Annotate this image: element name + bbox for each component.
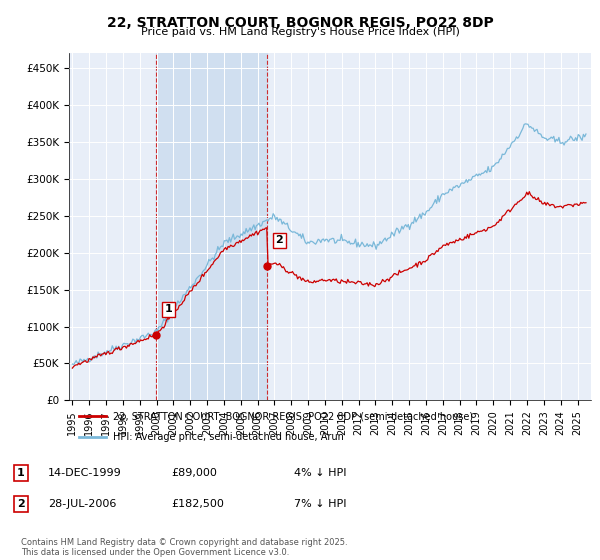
Text: Contains HM Land Registry data © Crown copyright and database right 2025.
This d: Contains HM Land Registry data © Crown c…: [21, 538, 347, 557]
Text: Price paid vs. HM Land Registry's House Price Index (HPI): Price paid vs. HM Land Registry's House …: [140, 27, 460, 37]
Text: 22, STRATTON COURT, BOGNOR REGIS, PO22 8DP: 22, STRATTON COURT, BOGNOR REGIS, PO22 8…: [107, 16, 493, 30]
Text: £89,000: £89,000: [171, 468, 217, 478]
Text: 2: 2: [17, 499, 25, 509]
Text: 2: 2: [275, 235, 283, 245]
Text: 1: 1: [17, 468, 25, 478]
Text: 4% ↓ HPI: 4% ↓ HPI: [294, 468, 347, 478]
Text: £182,500: £182,500: [171, 499, 224, 509]
Text: HPI: Average price, semi-detached house, Arun: HPI: Average price, semi-detached house,…: [113, 432, 344, 442]
Text: 1: 1: [164, 305, 172, 315]
Text: 7% ↓ HPI: 7% ↓ HPI: [294, 499, 347, 509]
Text: 22, STRATTON COURT, BOGNOR REGIS, PO22 8DP (semi-detached house): 22, STRATTON COURT, BOGNOR REGIS, PO22 8…: [113, 411, 473, 421]
Bar: [156, 53, 267, 400]
Text: 28-JUL-2006: 28-JUL-2006: [48, 499, 116, 509]
Text: 14-DEC-1999: 14-DEC-1999: [48, 468, 122, 478]
